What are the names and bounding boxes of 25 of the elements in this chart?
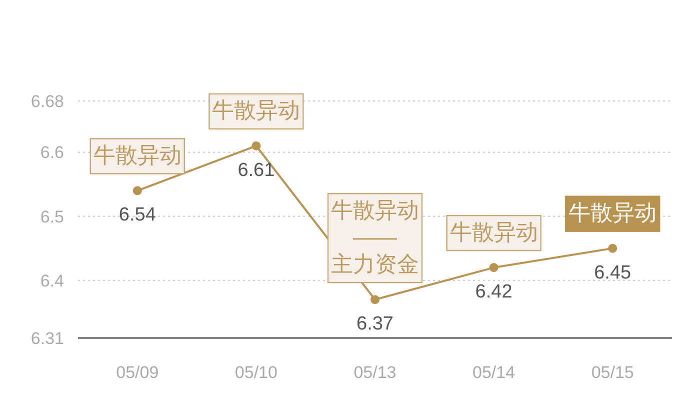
x-tick-label: 05/13 — [354, 363, 396, 382]
y-tick-label: 6.31 — [30, 329, 64, 348]
y-tick-label: 6.5 — [40, 207, 64, 226]
x-tick-label: 05/09 — [116, 363, 159, 382]
y-tick-label: 6.68 — [30, 92, 64, 111]
annotation: 牛散异动 — [568, 200, 657, 226]
point — [370, 295, 380, 304]
x-tick-label: 05/14 — [472, 363, 516, 382]
data-label: 6.61 — [238, 160, 275, 181]
y-tick-label: 6.4 — [40, 271, 64, 290]
data-label: 6.54 — [118, 204, 156, 226]
point — [608, 244, 618, 253]
data-label: 6.42 — [475, 282, 512, 303]
point — [132, 186, 142, 196]
annotation: 牛散异动 — [93, 142, 182, 168]
annotation: 牛散异动 — [212, 98, 300, 123]
data-label: 6.45 — [594, 262, 632, 284]
data-label: 6.37 — [356, 314, 394, 335]
x-tick-label: 05/15 — [591, 363, 634, 382]
point — [489, 263, 498, 272]
annotation: 牛散异动 —— 主力资金 — [331, 197, 419, 276]
x-tick-label: 05/10 — [234, 363, 278, 382]
point — [252, 141, 261, 150]
annotation: 牛散异动 — [450, 219, 538, 244]
y-tick-label: 6.6 — [40, 143, 64, 162]
